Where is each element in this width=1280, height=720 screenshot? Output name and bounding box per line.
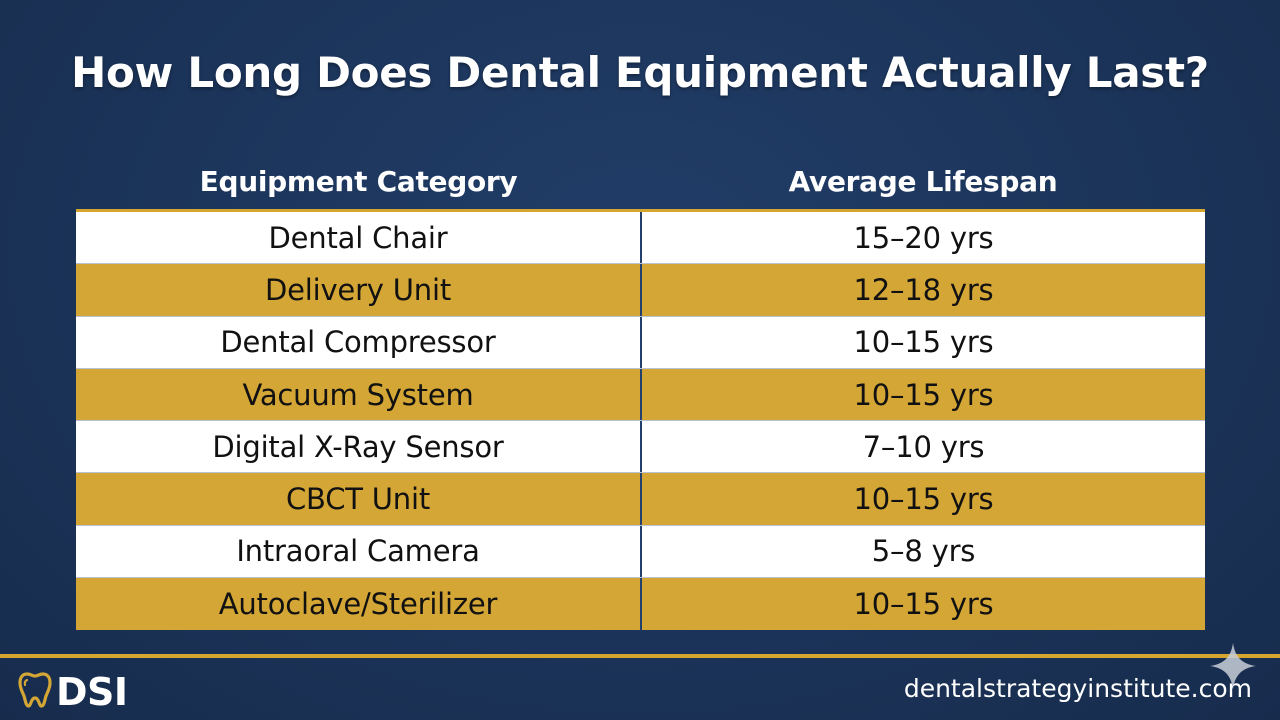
table-row: Digital X-Ray Sensor 7–10 yrs	[76, 421, 1205, 474]
equipment-cell: Dental Compressor	[76, 316, 642, 368]
equipment-cell: Digital X-Ray Sensor	[76, 421, 642, 473]
table-row: Intraoral Camera 5–8 yrs	[76, 525, 1205, 579]
tooth-icon	[18, 671, 52, 713]
equipment-cell: Intraoral Camera	[76, 525, 642, 578]
lifespan-cell: 5–8 yrs	[871, 534, 976, 569]
dsi-logo: DSI	[18, 670, 128, 714]
lifespan-cell: 10–15 yrs	[853, 482, 994, 517]
lifespan-cell: 12–18 yrs	[853, 272, 994, 307]
page-title: How Long Does Dental Equipment Actually …	[71, 48, 1209, 97]
table-header: Equipment Category Average Lifespan	[76, 160, 1205, 204]
footer-divider	[0, 654, 1280, 658]
website-url: dentalstrategyinstitute.com	[903, 674, 1252, 703]
equipment-cell: Vacuum System	[76, 368, 642, 421]
lifespan-cell: 10–15 yrs	[853, 377, 994, 412]
lifespan-cell: 10–15 yrs	[853, 325, 994, 360]
sparkle-icon	[1208, 641, 1258, 695]
lifespan-table: Dental Chair 15–20 yrs Delivery Unit 12–…	[76, 209, 1205, 631]
table-row: Dental Chair 15–20 yrs	[76, 212, 1205, 265]
lifespan-cell: 7–10 yrs	[862, 429, 985, 464]
lifespan-cell: 10–15 yrs	[853, 587, 994, 622]
logo-text: DSI	[56, 670, 128, 714]
equipment-cell: CBCT Unit	[76, 473, 642, 525]
column-header-lifespan: Average Lifespan	[788, 165, 1058, 198]
table-row: Dental Compressor 10–15 yrs	[76, 316, 1205, 369]
table-row: Vacuum System 10–15 yrs	[76, 368, 1205, 422]
equipment-cell: Delivery Unit	[76, 264, 642, 316]
table-row: CBCT Unit 10–15 yrs	[76, 473, 1205, 526]
equipment-cell: Autoclave/Sterilizer	[76, 578, 642, 631]
table-row: Autoclave/Sterilizer 10–15 yrs	[76, 578, 1205, 631]
column-header-category: Equipment Category	[199, 165, 518, 198]
table-row: Delivery Unit 12–18 yrs	[76, 264, 1205, 317]
lifespan-cell: 15–20 yrs	[853, 220, 994, 255]
equipment-cell: Dental Chair	[76, 212, 642, 264]
